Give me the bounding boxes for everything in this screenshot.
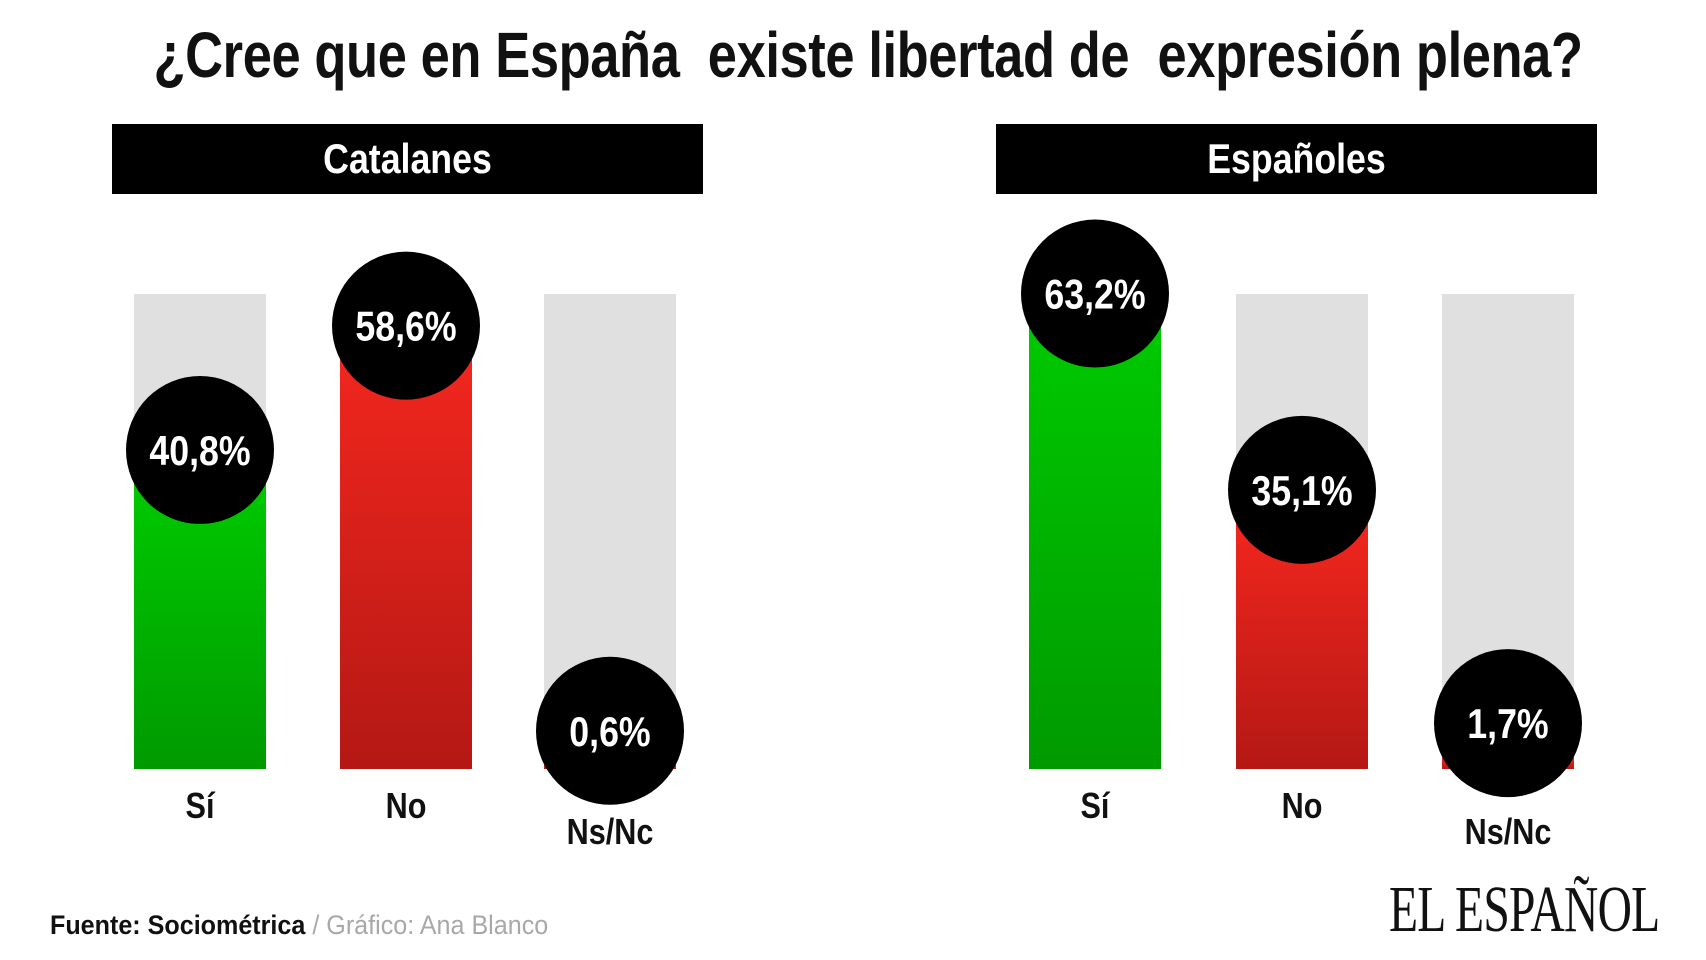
bar-no: [340, 359, 472, 769]
category-label: Sí: [1081, 787, 1111, 827]
separator: /: [305, 910, 327, 940]
category-label: No: [1282, 787, 1323, 827]
category-label: Ns/Nc: [1465, 813, 1552, 853]
bar-no: [1236, 523, 1368, 769]
value-bubble: [1434, 649, 1582, 798]
credit-text: Gráfico: Ana Blanco: [326, 910, 549, 940]
value-bubble: [126, 376, 274, 524]
category-label: Ns/Nc: [567, 813, 654, 853]
value-bubble: [536, 656, 684, 805]
value-label: 35,1%: [1251, 468, 1352, 514]
value-bubble: [1228, 415, 1376, 564]
panel-title: Españoles: [1207, 136, 1386, 182]
bar-si: [134, 484, 266, 769]
panel-header: [996, 124, 1597, 194]
value-label: 1,7%: [1467, 701, 1548, 747]
category-label: Sí: [186, 787, 216, 827]
value-bubble: [1021, 219, 1169, 368]
value-label: 40,8%: [149, 428, 250, 474]
value-bubble: [332, 251, 480, 400]
panel-title: Catalanes: [323, 136, 492, 182]
value-label: 58,6%: [355, 304, 456, 350]
el-espanol-logo: EL ESPAÑOL: [1389, 873, 1660, 946]
value-label: 0,6%: [569, 709, 650, 755]
bar-si: [1029, 327, 1161, 769]
chart-title: ¿Cree que en España existe libertad de e…: [153, 19, 1583, 91]
panel-header: [112, 124, 703, 194]
source-text: Fuente: Sociométrica: [50, 910, 306, 940]
value-label: 63,2%: [1044, 272, 1145, 318]
category-label: No: [386, 787, 427, 827]
footer: Fuente: Sociométrica / Gráfico: Ana Blan…: [50, 910, 548, 941]
